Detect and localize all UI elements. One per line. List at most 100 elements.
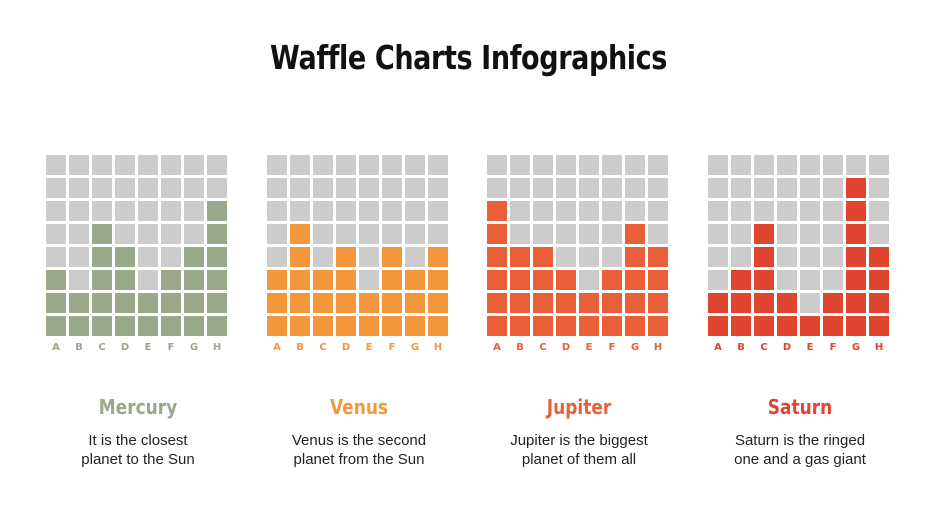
column-label: C — [98, 342, 106, 353]
column-label: A — [273, 342, 281, 353]
waffle-cell-filled — [846, 224, 866, 244]
waffle-cell-empty — [161, 155, 181, 175]
waffle-cell-empty — [69, 247, 89, 267]
waffle-cell-empty — [708, 178, 728, 198]
waffle-cell-filled — [336, 293, 356, 313]
waffle-cell-empty — [510, 155, 530, 175]
waffle-cell-empty — [359, 247, 379, 267]
column-label: F — [388, 342, 396, 353]
column-label: E — [365, 342, 373, 353]
waffle-cell-filled — [777, 293, 797, 313]
waffle-cell-filled — [648, 270, 668, 290]
waffle-cell-empty — [708, 201, 728, 221]
waffle-cell-filled — [336, 247, 356, 267]
waffle-cell-empty — [428, 155, 448, 175]
waffle-cell-filled — [92, 293, 112, 313]
waffle-cell-empty — [161, 178, 181, 198]
waffle-cell-filled — [731, 316, 751, 336]
waffle-cell-empty — [625, 201, 645, 221]
waffle-cell-filled — [313, 270, 333, 290]
waffle-cell-empty — [405, 247, 425, 267]
waffle-cell-filled — [510, 270, 530, 290]
waffle-cell-filled — [625, 247, 645, 267]
waffle-grid — [487, 155, 668, 336]
waffle-cell-filled — [556, 270, 576, 290]
planet-name: Mercury — [98, 395, 178, 419]
waffle-cell-empty — [731, 178, 751, 198]
waffle-cell-empty — [405, 155, 425, 175]
waffle-cell-empty — [336, 178, 356, 198]
waffle-cell-filled — [846, 270, 866, 290]
waffle-cell-filled — [92, 247, 112, 267]
waffle-cell-filled — [290, 247, 310, 267]
waffle-cell-filled — [731, 270, 751, 290]
column-label: H — [212, 342, 222, 353]
column-label: E — [585, 342, 593, 353]
waffle-cell-empty — [777, 155, 797, 175]
column-label: E — [144, 342, 152, 353]
waffle-cell-empty — [184, 178, 204, 198]
waffle-cell-empty — [428, 224, 448, 244]
column-label: B — [516, 342, 524, 353]
waffle-cell-filled — [846, 316, 866, 336]
waffle-cell-filled — [754, 247, 774, 267]
waffle-cell-filled — [92, 316, 112, 336]
waffle-cell-empty — [731, 224, 751, 244]
waffle-cell-empty — [731, 247, 751, 267]
waffle-cell-filled — [428, 270, 448, 290]
waffle-cell-empty — [648, 201, 668, 221]
column-label: C — [760, 342, 768, 353]
waffle-cell-empty — [138, 155, 158, 175]
planet-name: Venus — [329, 395, 389, 419]
waffle-cell-filled — [800, 316, 820, 336]
column-label: A — [714, 342, 722, 353]
waffle-cell-empty — [579, 155, 599, 175]
waffle-cell-empty — [138, 270, 158, 290]
waffle-cell-filled — [290, 224, 310, 244]
waffle-grid — [708, 155, 889, 336]
waffle-cell-filled — [290, 293, 310, 313]
waffle-cell-filled — [428, 293, 448, 313]
waffle-cell-empty — [731, 201, 751, 221]
column-labels: A B C D E F G H — [708, 342, 889, 353]
waffle-cell-filled — [207, 224, 227, 244]
waffle-cell-filled — [533, 316, 553, 336]
waffle-cell-filled — [846, 293, 866, 313]
waffle-cell-filled — [313, 293, 333, 313]
waffle-cell-empty — [754, 201, 774, 221]
waffle-cell-filled — [405, 293, 425, 313]
waffle-cell-empty — [69, 201, 89, 221]
waffle-cell-empty — [92, 201, 112, 221]
waffle-cell-empty — [92, 178, 112, 198]
column-label: B — [296, 342, 304, 353]
waffle-cell-filled — [648, 247, 668, 267]
planet-description: Jupiter is the biggest planet of them al… — [447, 431, 711, 469]
waffle-cell-empty — [428, 178, 448, 198]
waffle-cell-empty — [359, 224, 379, 244]
waffle-cell-filled — [92, 270, 112, 290]
waffle-cell-empty — [602, 201, 622, 221]
description-line: Jupiter is the biggest — [510, 432, 648, 449]
column-label: G — [851, 342, 861, 353]
description-line: planet of them all — [521, 451, 637, 468]
waffle-cell-filled — [846, 178, 866, 198]
waffle-cell-empty — [69, 178, 89, 198]
waffle-cell-empty — [487, 178, 507, 198]
waffle-cell-empty — [869, 155, 889, 175]
column-label: F — [167, 342, 175, 353]
page-title: Waffle Charts Infographics — [269, 38, 668, 77]
waffle-cell-filled — [487, 247, 507, 267]
waffle-cell-empty — [777, 224, 797, 244]
waffle-cell-empty — [556, 247, 576, 267]
waffle-cell-empty — [267, 155, 287, 175]
waffle-cell-empty — [533, 155, 553, 175]
waffle-cell-filled — [487, 316, 507, 336]
waffle-cell-empty — [602, 247, 622, 267]
waffle-cell-empty — [533, 224, 553, 244]
planet-description: Venus is the second planet from the Sun — [227, 431, 491, 469]
waffle-cell-empty — [69, 270, 89, 290]
waffle-cell-empty — [46, 247, 66, 267]
waffle-cell-empty — [290, 201, 310, 221]
waffle-cell-empty — [115, 178, 135, 198]
waffle-cell-filled — [207, 270, 227, 290]
